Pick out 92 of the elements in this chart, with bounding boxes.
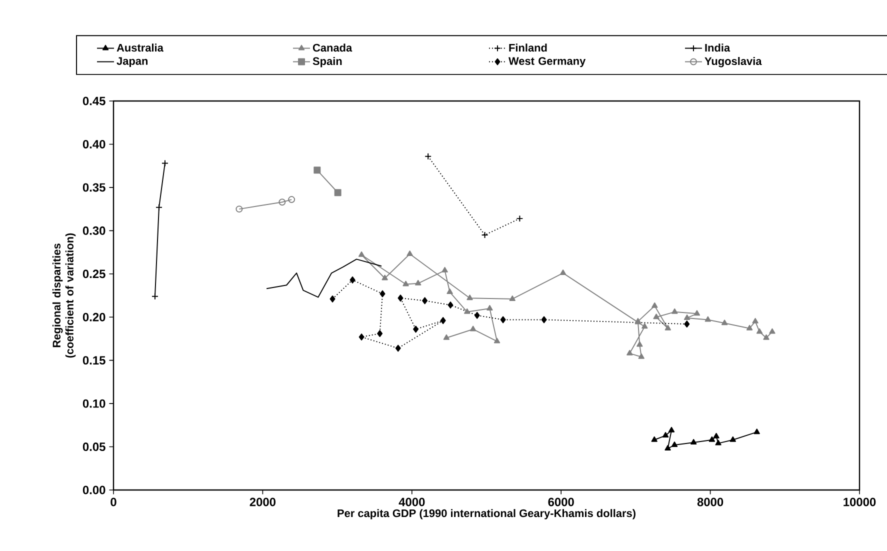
point — [358, 334, 364, 340]
point — [278, 198, 286, 206]
point — [398, 294, 404, 302]
point — [684, 314, 690, 320]
point — [754, 428, 760, 434]
point — [350, 276, 356, 284]
point — [708, 436, 716, 442]
point — [443, 334, 450, 340]
point — [638, 353, 644, 359]
legend-label: West Germany — [508, 57, 586, 68]
point — [446, 288, 453, 294]
y-tick-label: 0.00 — [82, 486, 106, 494]
x-tick-label: 10000 — [844, 498, 876, 506]
point — [721, 320, 728, 326]
point — [730, 436, 736, 442]
y-axis-title: Regional disparities (coefficient of variation) — [52, 233, 76, 358]
point — [756, 328, 763, 334]
point — [481, 232, 488, 238]
point — [636, 341, 643, 347]
point — [684, 320, 690, 328]
y-tick-label: 0.25 — [82, 270, 106, 278]
x-tick-label: 0 — [110, 498, 116, 506]
point — [466, 294, 473, 300]
point — [541, 316, 547, 324]
point — [626, 350, 633, 356]
point — [668, 426, 675, 432]
point — [422, 297, 428, 304]
point — [358, 251, 365, 257]
x-axis-title: Per capita GDP (1990 international Geary-Khamis dollars) — [338, 509, 636, 520]
point — [662, 432, 669, 438]
legend-label: Australia — [116, 44, 164, 52]
point — [442, 266, 448, 272]
point — [642, 323, 648, 329]
point — [651, 436, 658, 442]
point — [377, 330, 383, 338]
point — [402, 280, 409, 286]
y-tick-label: 0.30 — [82, 226, 106, 235]
point — [690, 438, 697, 444]
legend-label: Spain — [312, 57, 342, 68]
x-tick-label: 8000 — [697, 498, 724, 506]
point — [380, 290, 386, 298]
point — [664, 445, 671, 450]
x-tick-label: 2000 — [250, 498, 276, 506]
legend-label: Canada — [312, 44, 352, 52]
point — [509, 295, 516, 301]
point — [664, 324, 672, 330]
point — [415, 280, 422, 286]
legend-label: Japan — [116, 57, 148, 68]
x-tick-label: 4000 — [398, 498, 425, 506]
y-tick-label: 0.20 — [82, 312, 106, 322]
y-tick-label: 0.45 — [82, 96, 106, 106]
point — [424, 152, 432, 160]
point — [652, 302, 658, 308]
point — [494, 338, 500, 344]
point — [156, 204, 162, 211]
point — [500, 316, 506, 324]
point — [752, 318, 758, 324]
point — [746, 324, 753, 330]
point — [440, 317, 446, 324]
point — [382, 274, 388, 280]
point — [560, 270, 566, 276]
point — [470, 326, 476, 332]
y-tick-label: 0.10 — [82, 399, 106, 408]
point — [330, 295, 336, 302]
x-tick-label: 6000 — [548, 498, 574, 506]
point — [395, 344, 401, 352]
line-series — [266, 258, 382, 298]
point — [713, 432, 720, 438]
point — [516, 215, 524, 222]
point — [653, 314, 660, 320]
point — [474, 312, 480, 319]
y-tick-label: 0.05 — [82, 442, 106, 451]
point — [672, 308, 678, 314]
point — [314, 166, 321, 174]
point — [763, 334, 770, 340]
point — [334, 189, 342, 196]
legend-label: Finland — [509, 44, 547, 52]
legend-label: Yugoslavia — [704, 57, 762, 68]
point — [704, 316, 712, 322]
point — [406, 250, 413, 256]
point — [694, 310, 700, 316]
point — [671, 442, 678, 448]
y-tick-label: 0.40 — [82, 140, 106, 148]
point — [715, 440, 722, 446]
point — [769, 328, 776, 334]
y-tick-label: 0.35 — [82, 183, 106, 192]
legend-label: India — [705, 44, 730, 52]
point — [413, 326, 419, 333]
y-tick-label: 0.15 — [82, 356, 106, 365]
point — [464, 308, 470, 314]
point — [486, 304, 493, 310]
point — [448, 302, 454, 308]
